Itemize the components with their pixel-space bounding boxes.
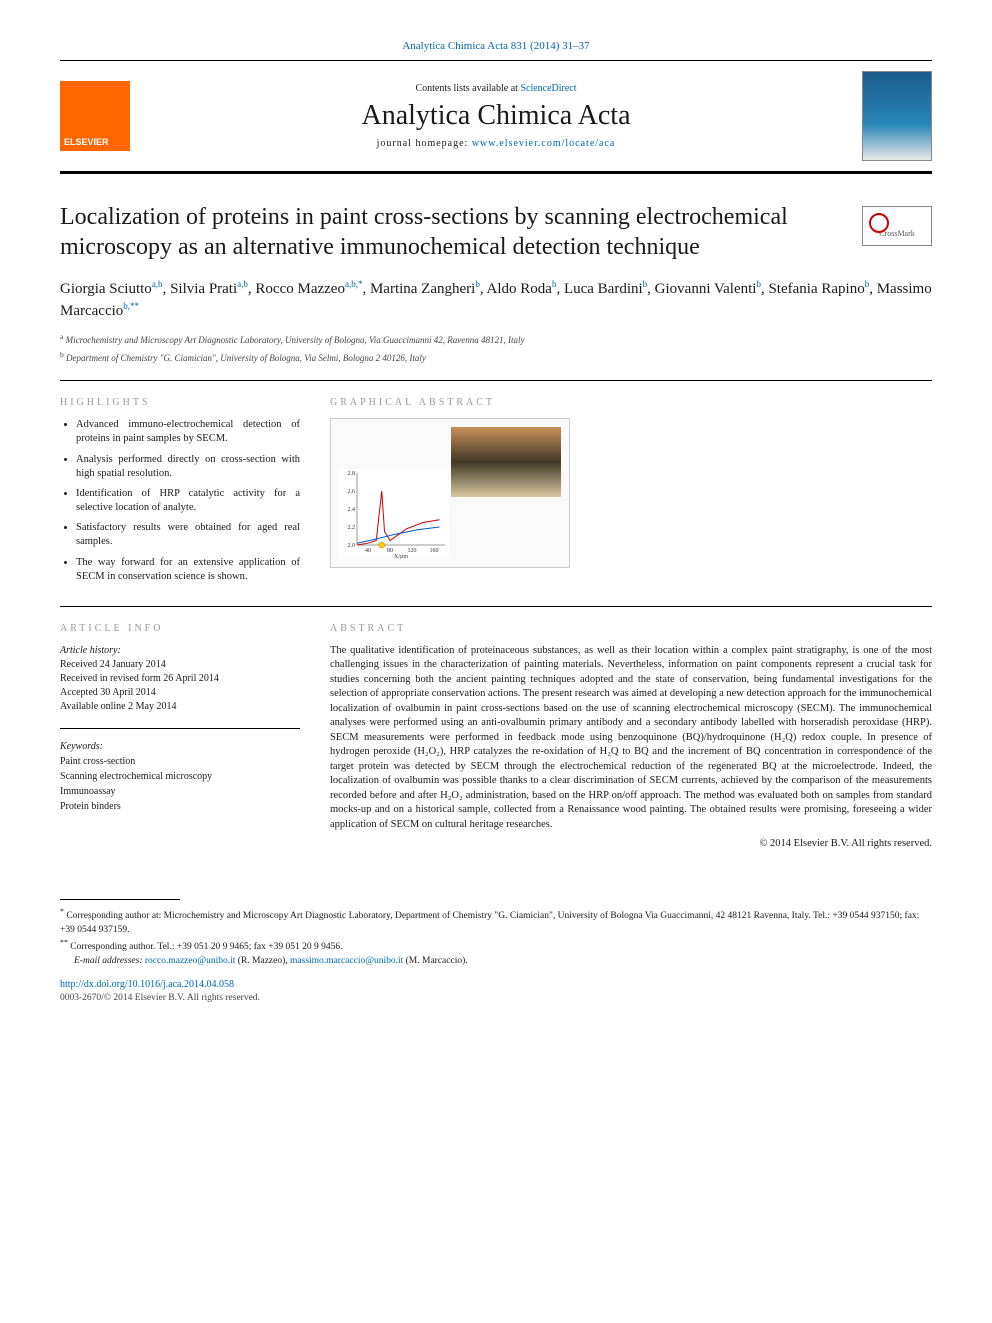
author: Rocco Mazzeoa,b,* xyxy=(255,281,362,297)
svg-text:2.8: 2.8 xyxy=(348,471,356,477)
doi-link[interactable]: http://dx.doi.org/10.1016/j.aca.2014.04.… xyxy=(60,979,234,990)
svg-text:2.0: 2.0 xyxy=(348,543,356,549)
history-line: Available online 2 May 2014 xyxy=(60,700,300,714)
email1-name: (R. Mazzeo), xyxy=(235,956,290,966)
journal-cover-thumbnail xyxy=(862,71,932,161)
running-head: Analytica Chimica Acta 831 (2014) 31–37 xyxy=(60,40,932,52)
highlight-item: The way forward for an extensive applica… xyxy=(76,556,300,584)
article-title-text: Localization of proteins in paint cross-… xyxy=(60,204,788,260)
ga-chart: 2.0 2.2 2.4 2.6 2.8 40 80 120 160 X/µm xyxy=(339,469,449,559)
divider xyxy=(60,606,932,607)
divider xyxy=(60,728,300,729)
article-info-heading: ARTICLE INFO xyxy=(60,623,300,634)
journal-header: ELSEVIER Contents lists available at Sci… xyxy=(60,60,932,174)
footnotes: * Corresponding author at: Microchemistr… xyxy=(60,899,932,1005)
header-center: Contents lists available at ScienceDirec… xyxy=(130,83,862,149)
highlights-block: Advanced immuno-electrochemical detectio… xyxy=(60,418,300,584)
abstract-text: The qualitative identification of protei… xyxy=(330,644,932,832)
ga-sample-image xyxy=(451,427,561,497)
article-info: Article history: Received 24 January 201… xyxy=(60,644,300,814)
keyword: Immunoassay xyxy=(60,784,300,799)
divider xyxy=(60,380,932,381)
author: Luca Bardinib xyxy=(564,281,647,297)
svg-text:2.4: 2.4 xyxy=(348,507,356,513)
highlights-list: Advanced immuno-electrochemical detectio… xyxy=(60,418,300,584)
running-head-link[interactable]: Analytica Chimica Acta 831 (2014) 31–37 xyxy=(402,40,589,52)
svg-text:120: 120 xyxy=(408,548,417,554)
copyright-line: © 2014 Elsevier B.V. All rights reserved… xyxy=(330,838,932,849)
author: Silvia Pratia,b xyxy=(170,281,248,297)
crossmark-badge[interactable]: CrossMark xyxy=(862,206,932,246)
contents-prefix: Contents lists available at xyxy=(415,83,520,94)
svg-text:2.2: 2.2 xyxy=(348,525,356,531)
author: Giorgia Sciuttoa,b xyxy=(60,281,163,297)
homepage-link[interactable]: www.elsevier.com/locate/aca xyxy=(472,138,616,149)
author: Stefania Rapinob xyxy=(768,281,869,297)
corr1-text: Corresponding author at: Microchemistry … xyxy=(60,911,919,934)
highlight-item: Analysis performed directly on cross-sec… xyxy=(76,453,300,481)
emails-label: E-mail addresses: xyxy=(74,956,145,966)
author: Aldo Rodab xyxy=(487,281,557,297)
corr2-symbol: ** xyxy=(60,938,68,947)
affiliation-list: a Microchemistry and Microscopy Art Diag… xyxy=(60,332,932,364)
email-link-2[interactable]: massimo.marcaccio@unibo.it xyxy=(290,956,403,966)
abstract-heading: ABSTRACT xyxy=(330,623,932,634)
doi-line: http://dx.doi.org/10.1016/j.aca.2014.04.… xyxy=(60,978,932,992)
keyword: Paint cross-section xyxy=(60,754,300,769)
homepage-prefix: journal homepage: xyxy=(377,138,472,149)
article-title: Localization of proteins in paint cross-… xyxy=(60,202,932,262)
article-history: Article history: Received 24 January 201… xyxy=(60,644,300,714)
history-line: Received 24 January 2014 xyxy=(60,658,300,672)
svg-text:2.6: 2.6 xyxy=(348,489,356,495)
contents-line: Contents lists available at ScienceDirec… xyxy=(130,83,862,94)
email2-name: (M. Marcaccio). xyxy=(403,956,467,966)
svg-text:80: 80 xyxy=(387,548,393,554)
journal-title: Analytica Chimica Acta xyxy=(130,100,862,132)
affiliation: a Microchemistry and Microscopy Art Diag… xyxy=(60,332,932,346)
keywords-block: Keywords: Paint cross-sectionScanning el… xyxy=(60,739,300,814)
affiliation: b Department of Chemistry "G. Ciamician"… xyxy=(60,350,932,364)
graphical-abstract: 2.0 2.2 2.4 2.6 2.8 40 80 120 160 X/µm xyxy=(330,418,570,568)
email-line: E-mail addresses: rocco.mazzeo@unibo.it … xyxy=(60,955,932,968)
history-line: Accepted 30 April 2014 xyxy=(60,686,300,700)
corr2-text: Corresponding author. Tel.: +39 051 20 9… xyxy=(70,942,342,952)
highlight-item: Satisfactory results were obtained for a… xyxy=(76,521,300,549)
highlight-item: Identification of HRP catalytic activity… xyxy=(76,487,300,515)
history-label: Article history: xyxy=(60,644,300,658)
svg-text:X/µm: X/µm xyxy=(394,554,408,559)
author: Martina Zangherib xyxy=(370,281,480,297)
footnote-rule xyxy=(60,899,180,900)
graphical-abstract-heading: GRAPHICAL ABSTRACT xyxy=(330,397,932,408)
corr1-symbol: * xyxy=(60,907,64,916)
keyword: Scanning electrochemical microscopy xyxy=(60,769,300,784)
history-line: Received in revised form 26 April 2014 xyxy=(60,672,300,686)
keywords-label: Keywords: xyxy=(60,739,300,754)
corresponding-author-2: ** Corresponding author. Tel.: +39 051 2… xyxy=(60,937,932,954)
highlights-heading: HIGHLIGHTS xyxy=(60,397,300,408)
highlight-item: Advanced immuno-electrochemical detectio… xyxy=(76,418,300,446)
author: Giovanni Valentib xyxy=(655,281,761,297)
svg-text:40: 40 xyxy=(365,548,371,554)
journal-homepage: journal homepage: www.elsevier.com/locat… xyxy=(130,138,862,149)
corresponding-author-1: * Corresponding author at: Microchemistr… xyxy=(60,906,932,937)
publisher-logo: ELSEVIER xyxy=(60,81,130,151)
author-list: Giorgia Sciuttoa,b, Silvia Pratia,b, Roc… xyxy=(60,278,932,322)
issn-line: 0003-2670/© 2014 Elsevier B.V. All right… xyxy=(60,992,932,1005)
email-link-1[interactable]: rocco.mazzeo@unibo.it xyxy=(145,956,236,966)
sciencedirect-link[interactable]: ScienceDirect xyxy=(520,83,576,94)
svg-text:160: 160 xyxy=(430,548,439,554)
keyword: Protein binders xyxy=(60,799,300,814)
